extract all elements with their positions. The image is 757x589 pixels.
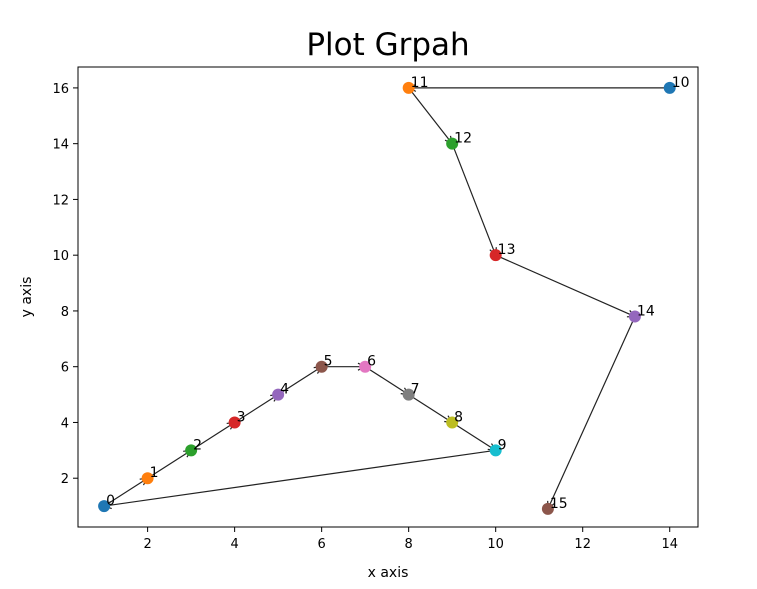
arrow-line — [234, 394, 279, 423]
arrow-line — [103, 477, 148, 507]
data-point — [446, 137, 459, 150]
arrow-line — [364, 366, 409, 396]
arrow-line — [147, 449, 192, 479]
data-point — [628, 310, 641, 323]
data-point — [141, 472, 154, 485]
x-axis-label: x axis — [368, 565, 409, 581]
arrow — [451, 143, 497, 257]
point-label: 11 — [411, 75, 429, 91]
x-tick-label: 8 — [405, 537, 413, 552]
data-point — [446, 416, 459, 429]
data-point — [489, 444, 502, 457]
point-label: 3 — [237, 409, 246, 425]
y-tick-label: 16 — [52, 82, 69, 97]
point-label: 7 — [411, 382, 420, 398]
x-tick-label: 6 — [318, 537, 326, 552]
data-point — [315, 360, 328, 373]
arrow — [408, 394, 454, 424]
point-label: 10 — [672, 75, 690, 91]
x-tick-label: 10 — [487, 537, 504, 552]
point-label: 1 — [150, 465, 159, 481]
point-label: 8 — [454, 409, 463, 425]
x-tick-label: 4 — [230, 537, 238, 552]
point-label: 0 — [106, 493, 115, 509]
arrow-line — [408, 394, 453, 423]
arrow-line — [190, 421, 235, 451]
y-tick-label: 2 — [61, 472, 69, 487]
arrow — [102, 449, 496, 510]
data-point — [98, 500, 111, 513]
arrow-line — [104, 449, 496, 507]
y-axis-label: y axis — [19, 277, 35, 318]
x-tick-label: 14 — [661, 537, 678, 552]
arrow-line — [451, 143, 497, 256]
arrow-line — [495, 254, 636, 318]
arrow-line — [547, 316, 636, 510]
arrow — [547, 316, 636, 511]
point-label: 2 — [193, 437, 202, 453]
data-point — [541, 502, 554, 515]
x-tick-label: 12 — [574, 537, 591, 552]
y-tick-label: 8 — [61, 305, 69, 320]
plot-frame — [77, 66, 699, 528]
point-label: 9 — [498, 437, 507, 453]
data-point — [272, 388, 285, 401]
point-label: 14 — [637, 304, 655, 320]
arrow — [364, 366, 410, 396]
data-point — [663, 81, 676, 94]
point-label: 4 — [280, 382, 289, 398]
data-point — [228, 416, 241, 429]
y-tick-label: 14 — [52, 138, 69, 153]
point-label: 12 — [454, 131, 472, 147]
x-tick-label: 2 — [143, 537, 151, 552]
y-tick-label: 6 — [61, 361, 69, 376]
point-label: 15 — [550, 496, 568, 512]
arrow — [495, 254, 637, 318]
data-point — [402, 81, 415, 94]
point-label: 13 — [498, 242, 516, 258]
arrow-line — [451, 421, 497, 451]
chart-title: Plot Grpah — [306, 27, 469, 63]
y-tick-label: 4 — [61, 416, 69, 431]
arrow — [407, 83, 670, 92]
data-point — [402, 388, 415, 401]
arrow — [451, 421, 497, 452]
data-point — [359, 360, 372, 373]
arrow-line — [277, 366, 322, 396]
data-point — [489, 249, 502, 262]
point-label: 5 — [324, 354, 333, 370]
y-tick-label: 10 — [52, 249, 69, 264]
data-point — [185, 444, 198, 457]
arrow-line — [408, 87, 453, 145]
point-label: 6 — [367, 354, 376, 370]
arrow — [408, 87, 454, 145]
y-tick-label: 12 — [52, 193, 69, 208]
